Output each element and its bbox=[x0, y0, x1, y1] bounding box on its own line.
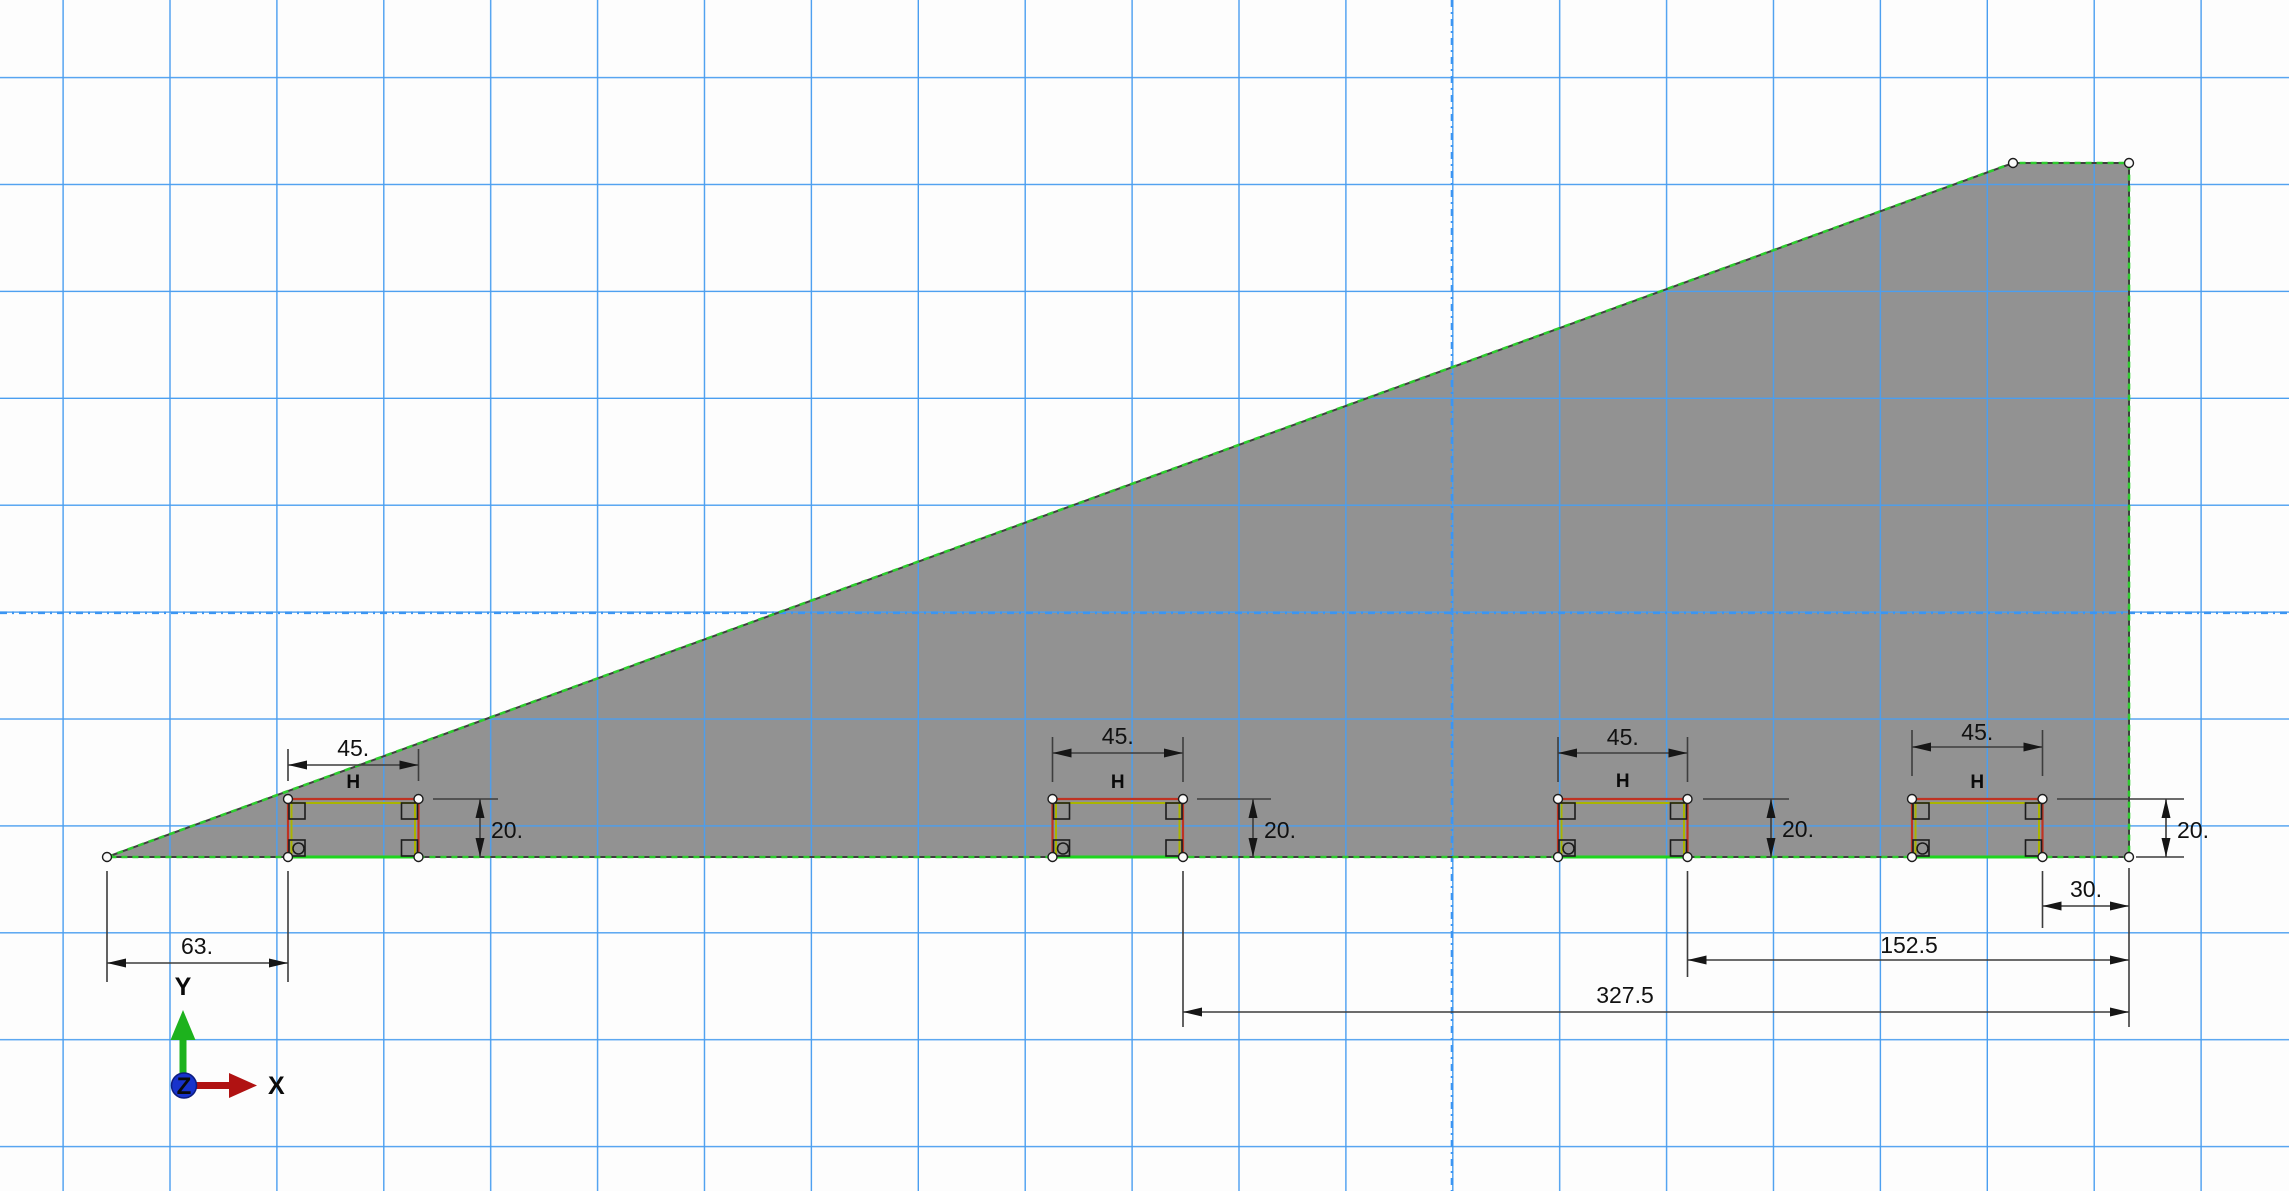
vertex[interactable] bbox=[2037, 793, 2048, 805]
slot-inner-edge[interactable] bbox=[290, 802, 416, 857]
vertex[interactable] bbox=[1906, 851, 1918, 863]
constraint-square[interactable] bbox=[1558, 839, 1576, 857]
slot[interactable] bbox=[1556, 797, 1689, 859]
dimension-63[interactable]: 63. bbox=[106, 871, 289, 982]
x-axis-arrow bbox=[186, 1082, 232, 1089]
slot-width-dimension[interactable]: 45. bbox=[1911, 719, 2044, 776]
vertex[interactable] bbox=[413, 851, 424, 863]
vertex[interactable] bbox=[1682, 851, 1693, 863]
horizontal-constraint-label[interactable]: H bbox=[1616, 771, 1630, 792]
slot-width-dimension[interactable]: 45. bbox=[287, 735, 420, 781]
vertex-markers[interactable] bbox=[101, 157, 2135, 863]
vertex[interactable] bbox=[2037, 851, 2048, 863]
slot-inner-edge[interactable] bbox=[1560, 802, 1685, 857]
constraint-square[interactable] bbox=[400, 802, 419, 820]
slot-height-dimension[interactable]: 20. bbox=[1703, 798, 1814, 857]
constraint-square[interactable] bbox=[1912, 802, 1930, 820]
dim-value[interactable]: 327.5 bbox=[1596, 982, 1654, 1008]
dimension-327-5[interactable]: 327.5 bbox=[1182, 871, 2129, 1027]
vertex[interactable] bbox=[2007, 157, 2019, 169]
dim-value[interactable]: 20. bbox=[1264, 817, 1296, 843]
horizontal-constraint-label[interactable]: H bbox=[1111, 772, 1125, 793]
constraint-square[interactable] bbox=[1669, 802, 1688, 820]
slot[interactable] bbox=[1910, 797, 2044, 859]
dim-value[interactable]: 45. bbox=[337, 735, 369, 761]
dim-value[interactable]: 45. bbox=[1607, 724, 1639, 750]
dim-value[interactable]: 63. bbox=[181, 933, 213, 959]
slot-outer-edge[interactable] bbox=[1910, 797, 2044, 857]
vertex[interactable] bbox=[413, 793, 424, 805]
slot-inner-edge[interactable] bbox=[1914, 802, 2040, 857]
dim-value[interactable]: 20. bbox=[2177, 817, 2209, 843]
constraint-square[interactable] bbox=[2024, 839, 2043, 857]
z-axis-label: Z bbox=[177, 1073, 192, 1100]
vertex[interactable] bbox=[282, 793, 294, 805]
horizontal-constraint-label[interactable]: H bbox=[1970, 772, 1984, 793]
vertex[interactable] bbox=[1177, 851, 1189, 863]
vertex[interactable] bbox=[101, 851, 113, 863]
constraint-square[interactable] bbox=[1052, 839, 1071, 857]
constraint-square[interactable] bbox=[288, 839, 306, 857]
constraint-square[interactable] bbox=[400, 839, 419, 857]
vertex[interactable] bbox=[1552, 851, 1564, 863]
constraint-square[interactable] bbox=[1912, 839, 1930, 857]
slot[interactable] bbox=[1051, 797, 1185, 859]
constraint-square[interactable] bbox=[288, 802, 306, 820]
y-axis-arrowhead bbox=[170, 1010, 196, 1040]
constraint-circle[interactable] bbox=[1562, 842, 1575, 855]
x-axis-arrowhead bbox=[229, 1073, 257, 1098]
slot-outer-edge[interactable] bbox=[1556, 797, 1689, 857]
constraint-square[interactable] bbox=[1558, 802, 1576, 820]
dimension-30[interactable]: 30. bbox=[2041, 871, 2130, 928]
constraint-circle[interactable] bbox=[1056, 842, 1070, 855]
dim-value[interactable]: 20. bbox=[491, 817, 523, 843]
slot[interactable] bbox=[286, 797, 420, 859]
part-outline-highlight[interactable] bbox=[106, 161, 2131, 859]
constraint-square[interactable] bbox=[1165, 839, 1183, 857]
constraint-circle[interactable] bbox=[1916, 842, 1929, 855]
slot-height-dimension[interactable]: 20. bbox=[2057, 798, 2209, 858]
dimension-152-5[interactable]: 152.5 bbox=[1686, 871, 2130, 977]
horizontal-constraint-label[interactable]: H bbox=[346, 772, 360, 793]
constraint-square[interactable] bbox=[1052, 802, 1071, 820]
slot-width-dimension[interactable]: 45. bbox=[1557, 724, 1689, 782]
slot-width-dimension[interactable]: 45. bbox=[1051, 723, 1184, 782]
origin-z-ball bbox=[170, 1072, 198, 1099]
y-axis-arrow bbox=[179, 1034, 187, 1085]
vertex[interactable] bbox=[2123, 157, 2135, 169]
vertex[interactable] bbox=[282, 851, 294, 863]
y-axis-label: Y bbox=[175, 973, 192, 1001]
slot-outer-edge[interactable] bbox=[286, 797, 420, 857]
constraint-circle[interactable] bbox=[292, 842, 305, 855]
vertex[interactable] bbox=[1047, 851, 1058, 863]
vertex[interactable] bbox=[1047, 793, 1058, 805]
vertex[interactable] bbox=[1682, 793, 1693, 805]
slot-height-dimension[interactable]: 20. bbox=[433, 798, 523, 857]
constraint-square[interactable] bbox=[1669, 839, 1688, 857]
csys-triad: Y X Z bbox=[170, 973, 285, 1100]
constraint-square[interactable] bbox=[2024, 802, 2043, 820]
slot-height-dimension[interactable]: 20. bbox=[1197, 798, 1296, 857]
vertex[interactable] bbox=[2123, 851, 2135, 863]
dim-value[interactable]: 152.5 bbox=[1880, 932, 1938, 958]
dim-value[interactable]: 45. bbox=[1102, 723, 1134, 749]
vertex[interactable] bbox=[1177, 793, 1189, 805]
constraint-square[interactable] bbox=[1165, 802, 1183, 820]
slot-inner-edge[interactable] bbox=[1055, 802, 1181, 857]
x-axis-label: X bbox=[268, 1072, 285, 1100]
vertex[interactable] bbox=[1552, 793, 1564, 805]
vertex[interactable] bbox=[1906, 793, 1918, 805]
dim-value[interactable]: 45. bbox=[1961, 719, 1993, 745]
dim-value[interactable]: 30. bbox=[2070, 876, 2102, 902]
slot-outer-edge[interactable] bbox=[1051, 797, 1185, 857]
dim-value[interactable]: 20. bbox=[1782, 816, 1814, 842]
